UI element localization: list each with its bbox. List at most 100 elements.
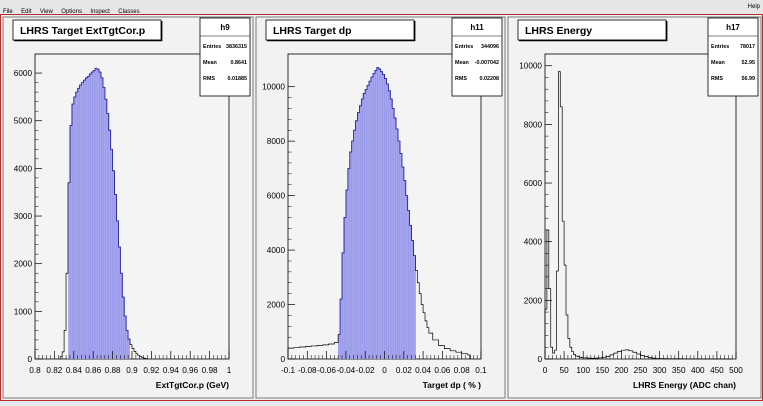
histogram-fill-edge bbox=[68, 67, 130, 340]
x-tick-label: 0.86 bbox=[85, 366, 101, 375]
x-tick-label: 200 bbox=[615, 366, 629, 375]
canvas-frame bbox=[0, 14, 763, 401]
histogram-fill-bin bbox=[359, 105, 362, 359]
y-tick-label: 8000 bbox=[267, 137, 286, 146]
histogram-fill-bin bbox=[384, 78, 387, 360]
y-tick-label: 6000 bbox=[267, 192, 286, 201]
histogram-fill-bin bbox=[349, 152, 353, 359]
x-tick-label: 50 bbox=[560, 366, 570, 375]
stats-box bbox=[451, 17, 503, 97]
histogram-fill-bin bbox=[85, 77, 88, 359]
x-tick-label: 300 bbox=[653, 366, 667, 375]
y-tick-label: 8000 bbox=[524, 120, 543, 129]
histogram-fill-bin bbox=[338, 334, 341, 359]
x-tick-label: -0.02 bbox=[356, 366, 375, 375]
menu-options[interactable]: Options bbox=[61, 9, 82, 15]
menu-bar: File Edit View Options Inspect Classes H… bbox=[0, 0, 763, 15]
y-tick-label: 4000 bbox=[14, 164, 33, 173]
y-tick-label: 0 bbox=[280, 355, 285, 364]
histogram-fill-bin bbox=[100, 77, 104, 359]
histogram-fill-bin bbox=[124, 316, 127, 359]
histogram-fill-bin bbox=[401, 167, 405, 359]
menu-file[interactable]: File bbox=[3, 9, 13, 15]
stats-value: -0.007042 bbox=[475, 60, 499, 66]
histogram-fill-bin bbox=[83, 80, 86, 359]
stats-value: 52.95 bbox=[742, 60, 756, 66]
menu-inspect[interactable]: Inspect bbox=[90, 9, 110, 15]
stats-value: 0.02208 bbox=[480, 76, 500, 82]
y-tick-label: 10000 bbox=[519, 62, 542, 71]
stats-label: Mean bbox=[455, 60, 469, 66]
x-tick-label: 0.96 bbox=[182, 366, 198, 375]
stats-label: Mean bbox=[203, 60, 217, 66]
histogram-fill-bin bbox=[69, 125, 73, 359]
x-axis-title: ExtTgtCor.p (GeV) bbox=[156, 380, 229, 390]
y-tick-label: 1000 bbox=[14, 307, 33, 316]
plot-area bbox=[34, 53, 230, 360]
y-tick-label: 3000 bbox=[14, 212, 33, 221]
histogram-fill-bin bbox=[340, 299, 343, 359]
menu-edit[interactable]: Edit bbox=[21, 9, 32, 15]
histogram-fill-bin bbox=[347, 168, 351, 359]
histogram-fill-bin bbox=[403, 180, 407, 359]
y-tick-label: 6000 bbox=[524, 179, 543, 188]
y-tick-label: 0 bbox=[27, 355, 32, 364]
chart-title: LHRS Target dp bbox=[273, 25, 352, 37]
stats-value: 0.8641 bbox=[231, 60, 248, 66]
stats-box bbox=[199, 17, 251, 97]
histogram-fill-bin bbox=[91, 72, 94, 359]
y-tick-label: 0 bbox=[537, 355, 542, 364]
x-tick-label: 0.04 bbox=[415, 366, 431, 375]
histogram-fill-bin bbox=[390, 98, 393, 359]
histogram-fill-bin bbox=[108, 130, 112, 359]
y-tick-label: 5000 bbox=[14, 117, 33, 126]
x-tick-label: 0.88 bbox=[105, 366, 121, 375]
stats-label: RMS bbox=[455, 76, 467, 82]
x-tick-label: 500 bbox=[729, 366, 743, 375]
menu-help[interactable]: Help bbox=[747, 4, 760, 10]
y-tick-label: 4000 bbox=[524, 238, 543, 247]
stats-value: 56.99 bbox=[742, 76, 756, 82]
histogram-fill-bin bbox=[68, 182, 71, 359]
stats-label: RMS bbox=[203, 76, 215, 82]
histogram-fill-bin bbox=[365, 89, 368, 359]
histogram-fill-bin bbox=[71, 104, 75, 359]
histogram-fill-bin bbox=[343, 217, 347, 359]
x-tick-label: 0.82 bbox=[46, 366, 62, 375]
histogram-fill-bin bbox=[112, 170, 115, 359]
x-tick-label: -0.08 bbox=[298, 366, 317, 375]
histogram-fill-bin bbox=[77, 88, 81, 359]
histogram-fill-bin bbox=[342, 252, 345, 359]
histogram-fill-bin bbox=[81, 82, 84, 359]
x-tick-label: 0.1 bbox=[475, 366, 487, 375]
histogram-fill-bin bbox=[97, 69, 100, 359]
x-tick-label: 1 bbox=[227, 366, 232, 375]
histogram-fill-bin bbox=[396, 128, 399, 359]
x-tick-label: 0.94 bbox=[163, 366, 179, 375]
menu-classes[interactable]: Classes bbox=[118, 9, 140, 15]
x-tick-label: 400 bbox=[691, 366, 705, 375]
histogram-fill-bin bbox=[370, 77, 374, 359]
histogram-fill-bin bbox=[398, 141, 401, 359]
histogram-fill-bin bbox=[386, 83, 389, 360]
x-tick-label: -0.06 bbox=[317, 366, 336, 375]
y-tick-label: 2000 bbox=[267, 301, 286, 310]
stats-name: h17 bbox=[726, 23, 740, 32]
stats-label: Entries bbox=[203, 44, 221, 50]
menu-view[interactable]: View bbox=[39, 9, 53, 15]
x-tick-label: 0 bbox=[382, 366, 387, 375]
histogram-fill-bin bbox=[353, 130, 356, 359]
histogram-fill-bin bbox=[99, 72, 102, 359]
stats-value: 3836315 bbox=[226, 44, 247, 50]
histogram-fill-bin bbox=[110, 149, 113, 359]
x-tick-label: 0.02 bbox=[396, 366, 412, 375]
histogram-fill-bin bbox=[351, 141, 355, 359]
histogram-fill-bin bbox=[413, 255, 416, 359]
x-tick-label: -0.1 bbox=[281, 366, 296, 375]
stats-box bbox=[707, 17, 759, 97]
root-canvas[interactable]: 0.8 0.82 0.84 0.86 0.88 0.9 0.92 0.94 0.96 0.98 1 0… bbox=[0, 14, 763, 401]
x-axis-title: LHRS Energy (ADC chan) bbox=[633, 380, 736, 390]
histogram-fill-bin bbox=[79, 84, 82, 359]
y-tick-label: 10000 bbox=[262, 83, 285, 92]
histogram-fill-bin bbox=[388, 90, 391, 359]
